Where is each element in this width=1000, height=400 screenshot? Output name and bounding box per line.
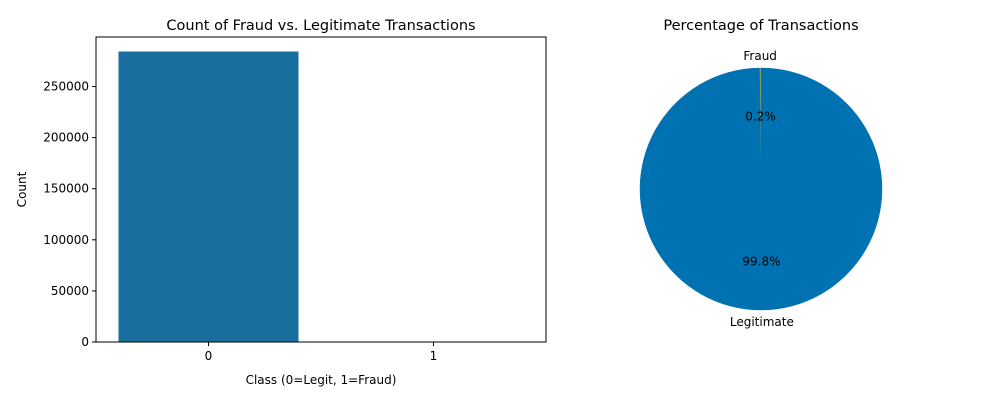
pie-label-fraud: Fraud: [743, 49, 777, 63]
y-tick-label: 250000: [43, 80, 89, 94]
bar-chart: Count of Fraud vs. Legitimate Transactio…: [15, 18, 547, 387]
x-tick-label: 1: [430, 349, 438, 363]
bar-0: [118, 51, 299, 342]
bar-chart-title: Count of Fraud vs. Legitimate Transactio…: [166, 18, 475, 34]
pie-chart: Percentage of Transactions Fraud 0.2% Legi…: [639, 18, 883, 329]
y-tick-label: 200000: [43, 131, 89, 145]
pie-percent-legitimate: 99.8%: [742, 255, 780, 269]
pie-percent-fraud: 0.2%: [745, 109, 776, 123]
y-axis-label: Count: [15, 171, 29, 207]
plot-frame: [95, 36, 547, 343]
pie-label-legitimate: Legitimate: [730, 315, 794, 329]
pie-marks: Fraud 0.2% Legitimate 99.8%: [639, 49, 883, 329]
pie-slice-legitimate: [639, 67, 883, 311]
y-tick-label: 150000: [43, 182, 89, 196]
y-tick-label: 50000: [51, 284, 89, 298]
y-tick-label: 0: [81, 335, 89, 349]
x-tick-label: 0: [205, 349, 213, 363]
y-tick-label: 100000: [43, 233, 89, 247]
y-axis-ticks: 0 50000 100000 150000 200000 250000: [43, 80, 96, 349]
bar-marks: [118, 51, 524, 343]
pie-chart-title: Percentage of Transactions: [663, 18, 858, 34]
x-axis-label: Class (0=Legit, 1=Fraud): [246, 373, 397, 387]
